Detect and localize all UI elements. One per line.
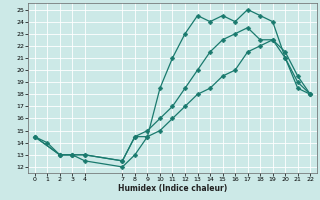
X-axis label: Humidex (Indice chaleur): Humidex (Indice chaleur)	[118, 184, 227, 193]
